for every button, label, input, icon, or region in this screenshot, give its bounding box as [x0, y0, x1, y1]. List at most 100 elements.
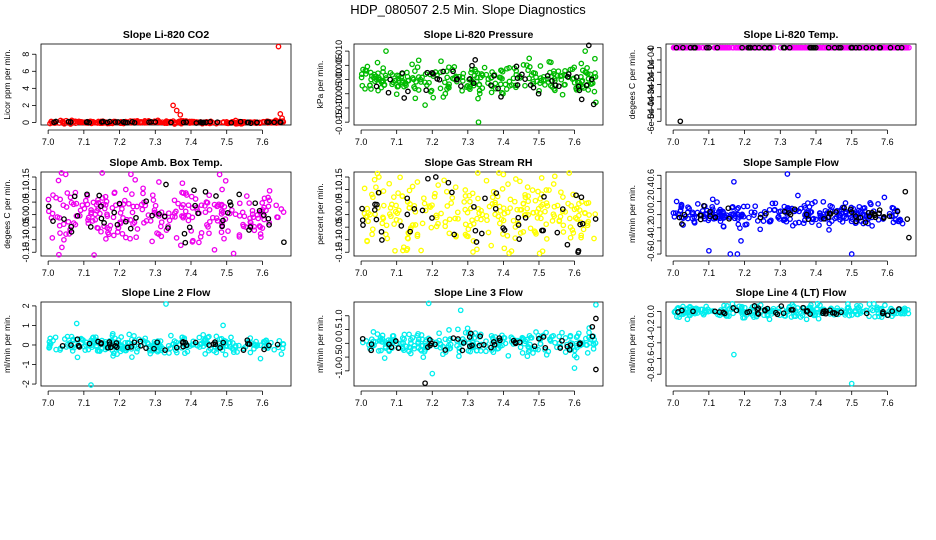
data-point — [552, 339, 558, 346]
data-point — [508, 248, 515, 254]
data-point — [570, 230, 577, 236]
x-tick-label: 7.0 — [667, 268, 680, 278]
data-point — [536, 87, 542, 94]
data-point — [206, 206, 213, 213]
data-point — [265, 194, 271, 201]
data-point — [784, 205, 791, 212]
data-point — [504, 232, 511, 239]
data-point — [817, 210, 823, 217]
outlier-point — [575, 249, 581, 256]
data-point — [817, 302, 823, 309]
data-point — [590, 345, 597, 352]
y-tick-label: 0.15 — [21, 168, 31, 186]
data-point — [183, 119, 190, 125]
data-point — [192, 196, 199, 202]
y-tick-label: 0.5 — [334, 323, 344, 336]
data-point — [573, 74, 580, 80]
data-point — [673, 44, 680, 51]
data-point — [185, 202, 192, 209]
data-point — [177, 119, 183, 126]
data-point — [413, 78, 419, 85]
data-point — [116, 200, 123, 207]
x-tick-label: 7.6 — [256, 137, 269, 147]
x-tick-label: 7.3 — [774, 398, 787, 408]
data-point — [677, 208, 684, 214]
chart-panel: Slope Sample Flow 7.0 7.1 7.2 7.3 7.4 7.5 7.6 -0… — [627, 157, 917, 278]
data-point — [438, 58, 444, 65]
data-point — [227, 199, 233, 205]
data-point — [65, 218, 72, 225]
data-point — [368, 347, 375, 354]
data-point — [799, 312, 806, 319]
data-point — [251, 227, 258, 234]
data-point — [280, 209, 287, 215]
data-point — [122, 218, 129, 225]
data-point — [409, 183, 416, 190]
data-point — [478, 230, 485, 237]
data-point — [752, 203, 759, 210]
data-point — [154, 230, 160, 236]
data-point — [102, 193, 109, 200]
data-point — [496, 220, 503, 227]
data-point — [409, 61, 415, 68]
data-point — [488, 82, 494, 89]
data-point — [122, 234, 129, 241]
outlier-point — [593, 315, 599, 322]
data-point — [471, 203, 477, 210]
data-point — [582, 335, 589, 342]
chart-panel: Slope Line 4 (LT) Flow 7.0 7.1 7.2 7.3 7.4 7.5… — [627, 287, 917, 408]
data-point — [812, 311, 819, 317]
data-point — [400, 340, 407, 347]
data-point — [567, 234, 574, 241]
data-point — [219, 223, 225, 230]
data-point — [592, 211, 599, 217]
data-point — [562, 335, 569, 341]
data-point — [229, 207, 235, 213]
data-point — [152, 202, 159, 209]
y-tick-label: -0.6 — [646, 351, 656, 367]
y-axis-label: degees C per min. — [627, 50, 637, 119]
data-point — [462, 187, 469, 193]
data-point — [843, 215, 850, 221]
data-point — [849, 44, 855, 51]
data-point — [460, 340, 467, 346]
data-point — [673, 198, 680, 205]
data-point — [746, 214, 752, 221]
data-point — [249, 211, 256, 218]
data-point — [496, 203, 503, 210]
chart-panel: Slope Gas Stream RH 7.0 7.1 7.2 7.3 7.4 7.5 7.6… — [315, 157, 604, 278]
y-axis-label: ml/min per min. — [315, 315, 325, 373]
data-point — [110, 232, 117, 239]
y-tick-label: 0.15 — [334, 168, 344, 186]
data-point — [821, 215, 827, 222]
data-point — [415, 57, 422, 64]
data-point — [418, 347, 425, 354]
chart-panel: Slope Line 3 Flow 7.0 7.1 7.2 7.3 7.4 7.5 7.6 -1… — [315, 287, 604, 408]
data-point — [50, 218, 56, 224]
data-point — [474, 246, 480, 253]
data-point — [406, 348, 412, 355]
data-point — [201, 340, 207, 346]
x-tick-label: 7.2 — [426, 268, 439, 278]
data-point — [466, 334, 473, 340]
data-point — [557, 345, 564, 351]
data-point — [766, 206, 773, 213]
data-point — [250, 214, 257, 221]
data-point — [419, 220, 426, 227]
x-tick-label: 7.0 — [667, 398, 680, 408]
y-tick-label: 2 — [21, 303, 31, 308]
data-point — [536, 335, 542, 342]
data-point — [698, 306, 704, 313]
data-point — [222, 351, 229, 358]
data-point — [151, 207, 158, 213]
data-point — [899, 220, 906, 227]
data-point — [186, 224, 193, 231]
data-point — [437, 344, 444, 351]
outlier-point — [457, 307, 464, 314]
y-tick-label: 1 — [21, 323, 31, 328]
outlier-point — [500, 171, 507, 178]
data-point — [53, 346, 59, 353]
data-point — [530, 350, 536, 356]
data-point — [564, 73, 571, 80]
data-point — [449, 189, 455, 196]
